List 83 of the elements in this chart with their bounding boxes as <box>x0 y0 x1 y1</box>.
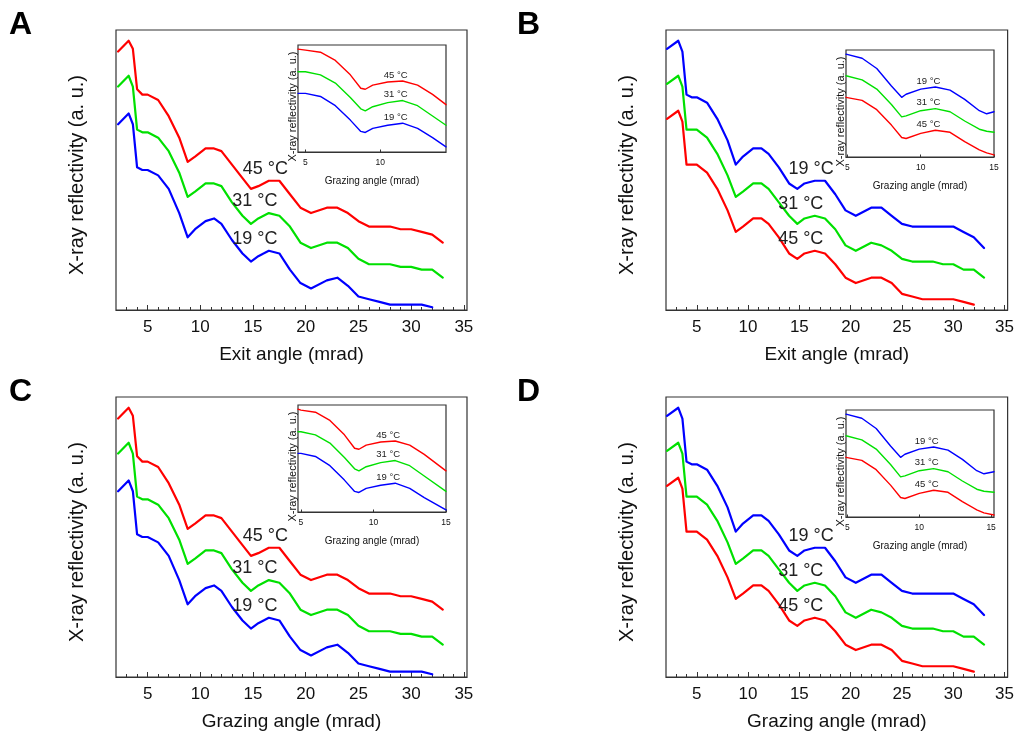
series-label: 45 °C <box>242 157 288 178</box>
x-tick-label: 10 <box>375 157 386 167</box>
y-axis-title: X-ray reflectivity (a. u.) <box>833 56 846 167</box>
x-tick-label: 30 <box>943 317 963 336</box>
y-axis-title: X-ray reflectivity (a. u.) <box>615 74 637 276</box>
y-axis-title: X-ray reflectivity (a. u.) <box>65 74 87 276</box>
series-label: 45 °C <box>914 477 939 489</box>
x-tick-label: 10 <box>916 162 926 172</box>
x-tick-label: 10 <box>738 317 758 336</box>
y-axis-title: X-ray reflectivity (a. u.) <box>65 441 87 643</box>
y-axis-title: X-ray reflectivity (a. u.) <box>615 441 637 643</box>
x-tick-label: 20 <box>841 684 861 703</box>
x-tick-label: 15 <box>789 684 809 703</box>
y-axis-title: X-ray reflectivity (a. u.) <box>833 416 846 527</box>
x-axis-title: Grazing angle (mrad) <box>872 179 968 191</box>
x-tick-label: 20 <box>841 317 861 336</box>
x-tick-label: 5 <box>845 162 851 172</box>
x-axis-title: Grazing angle (mrad) <box>324 174 420 186</box>
x-tick-label: 35 <box>995 317 1015 336</box>
x-tick-label: 35 <box>454 684 474 703</box>
x-tick-label: 30 <box>943 684 963 703</box>
series-label: 45 °C <box>778 594 824 615</box>
x-tick-label: 10 <box>368 517 379 527</box>
x-tick-label: 5 <box>845 522 851 532</box>
series-label: 19 °C <box>232 594 278 615</box>
x-tick-label: 10 <box>190 317 210 336</box>
x-tick-label: 20 <box>296 684 316 703</box>
chart-title: A <box>9 5 33 41</box>
series-label: 45 °C <box>916 117 941 129</box>
series-label: 19 °C <box>376 470 401 482</box>
series-label: 45 °C <box>376 428 401 440</box>
x-tick-label: 5 <box>142 684 153 703</box>
x-axis-title: Grazing angle (mrad) <box>747 710 927 731</box>
series-label: 31 °C <box>778 559 824 580</box>
x-axis-title: Exit angle (mrad) <box>219 343 364 364</box>
series-label: 31 °C <box>916 96 941 108</box>
x-tick-label: 25 <box>348 684 368 703</box>
x-tick-label: 5 <box>692 317 702 336</box>
x-tick-label: 25 <box>348 317 368 336</box>
series-label: 31 °C <box>383 88 408 100</box>
x-tick-label: 10 <box>190 684 210 703</box>
x-axis-title: Grazing angle (mrad) <box>872 539 968 551</box>
y-axis-title: X-ray reflectivity (a. u.) <box>285 411 298 522</box>
x-tick-label: 5 <box>692 684 702 703</box>
series-label: 19 °C <box>788 524 834 545</box>
y-axis-title: X-ray reflectivity (a. u.) <box>285 51 298 162</box>
series-label: 19 °C <box>383 110 408 122</box>
x-tick-label: 30 <box>401 317 421 336</box>
x-tick-label: 15 <box>989 162 999 172</box>
x-tick-label: 20 <box>296 317 316 336</box>
series-label: 31 °C <box>376 448 401 460</box>
chart-title: B <box>517 5 541 41</box>
chart-title: D <box>517 372 541 408</box>
x-tick-label: 10 <box>914 522 925 532</box>
series-label: 45 °C <box>383 68 408 80</box>
series-label: 31 °C <box>232 190 278 211</box>
series-label: 45 °C <box>778 227 824 248</box>
x-tick-label: 35 <box>995 684 1015 703</box>
x-tick-label: 35 <box>454 317 474 336</box>
x-tick-label: 30 <box>401 684 421 703</box>
x-tick-label: 15 <box>243 684 263 703</box>
x-tick-label: 15 <box>986 522 997 532</box>
x-tick-label: 10 <box>738 684 758 703</box>
series-label: 31 °C <box>778 192 824 213</box>
x-tick-label: 15 <box>789 317 809 336</box>
x-tick-label: 25 <box>892 317 912 336</box>
series-label: 19 °C <box>232 227 278 248</box>
series-label: 19 °C <box>916 74 941 86</box>
x-axis-title: Grazing angle (mrad) <box>324 534 420 546</box>
x-tick-label: 15 <box>441 517 451 527</box>
chart-title: C <box>9 372 33 408</box>
x-tick-label: 5 <box>142 317 153 336</box>
series-label: 31 °C <box>232 557 278 578</box>
x-tick-label: 15 <box>243 317 263 336</box>
x-axis-title: Grazing angle (mrad) <box>201 710 382 731</box>
series-label: 19 °C <box>914 434 939 446</box>
x-tick-label: 5 <box>298 517 304 527</box>
series-label: 31 °C <box>914 456 939 468</box>
series-label: 19 °C <box>788 157 834 178</box>
x-tick-label: 5 <box>303 157 309 167</box>
x-tick-label: 25 <box>892 684 912 703</box>
series-label: 45 °C <box>242 524 288 545</box>
x-axis-title: Exit angle (mrad) <box>764 343 910 364</box>
